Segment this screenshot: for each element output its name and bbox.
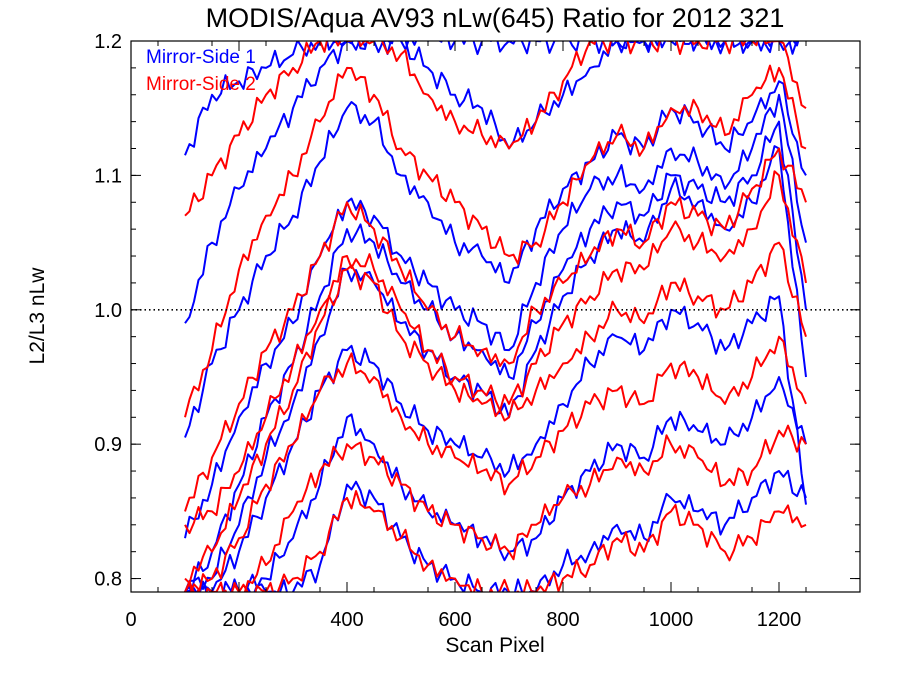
series-line-ms2-10 <box>184 64 807 418</box>
y-axis-label: L2/L3 nLw <box>26 267 49 365</box>
x-axis-label: Scan Pixel <box>445 634 544 657</box>
x-tick-label-800: 800 <box>546 609 579 631</box>
series-line-ms2-15 <box>184 424 807 592</box>
x-tick-label-1000: 1000 <box>649 609 694 631</box>
y-tick-label-1.2: 1.2 <box>94 31 122 53</box>
series-line-ms2-13 <box>184 241 807 585</box>
plot-frame <box>130 40 861 593</box>
legend-entry-mirror-side-2: Mirror-Side 2 <box>146 74 256 95</box>
legend: Mirror-Side 1 Mirror-Side 2 <box>146 47 256 95</box>
series-line-ms2-14 <box>184 335 807 592</box>
x-tick-label-600: 600 <box>438 609 471 631</box>
series-layer <box>184 41 807 592</box>
series-line-ms1-2 <box>184 80 807 438</box>
y-tick-label-0.9: 0.9 <box>94 434 122 456</box>
chart-title: MODIS/Aqua AV93 nLw(645) Ratio for 2012 … <box>206 3 785 33</box>
series-line-ms1-0 <box>184 41 806 156</box>
series-line-ms1-3 <box>184 93 807 539</box>
series-line-ms2-16 <box>185 490 807 592</box>
series-line-ms2-12 <box>184 170 807 535</box>
legend-entry-mirror-side-1: Mirror-Side 1 <box>146 47 256 68</box>
x-tick-label-200: 200 <box>222 609 255 631</box>
series-line-ms1-6 <box>185 295 807 592</box>
x-tick-label-400: 400 <box>330 609 363 631</box>
series-line-ms1-4 <box>184 120 807 592</box>
y-tick-label-0.8: 0.8 <box>94 569 122 591</box>
series-line-ms2-9 <box>184 41 807 217</box>
series-line-ms1-8 <box>184 469 807 592</box>
y-tick-label-1: 1.0 <box>94 300 122 322</box>
series-line-ms2-11 <box>184 147 807 512</box>
series-line-ms1-1 <box>184 41 806 324</box>
x-tick-label-0: 0 <box>125 609 136 631</box>
tick-layer: 0 200 400 600 800 1000 1200 0.8 0.9 1.0 1.1 1.2 <box>94 31 860 631</box>
y-tick-label-1.1: 1.1 <box>94 165 122 187</box>
x-tick-label-1200: 1200 <box>757 609 802 631</box>
